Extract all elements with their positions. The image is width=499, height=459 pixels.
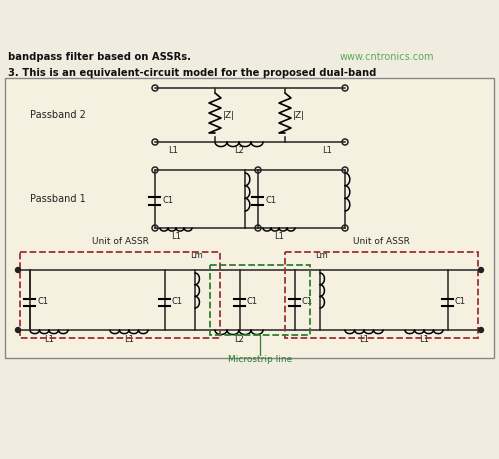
Text: L1: L1 (124, 335, 134, 344)
Text: C1: C1 (266, 196, 277, 205)
Text: C1: C1 (172, 297, 183, 306)
Text: |Z|: |Z| (223, 111, 235, 119)
Text: Passband 1: Passband 1 (30, 194, 86, 204)
Text: L1: L1 (359, 335, 369, 344)
Text: Unit of ASSR: Unit of ASSR (353, 237, 410, 246)
Bar (285, 252, 478, 338)
Text: L1: L1 (168, 146, 178, 155)
Circle shape (479, 268, 484, 273)
Text: C1: C1 (38, 297, 49, 306)
Text: Lm: Lm (191, 251, 204, 260)
Text: L1: L1 (171, 232, 181, 241)
Text: C1: C1 (247, 297, 258, 306)
Text: www.cntronics.com: www.cntronics.com (340, 52, 435, 62)
Text: L1: L1 (322, 146, 332, 155)
Text: C1: C1 (163, 196, 174, 205)
Bar (20, 252, 220, 338)
FancyBboxPatch shape (5, 78, 494, 358)
Text: L2: L2 (234, 146, 244, 155)
Bar (210, 265, 310, 335)
Text: L1: L1 (419, 335, 429, 344)
Circle shape (479, 328, 484, 332)
Text: |Z|: |Z| (293, 111, 305, 119)
Text: C1: C1 (302, 297, 313, 306)
Text: L1: L1 (274, 232, 284, 241)
Circle shape (15, 268, 20, 273)
Text: Unit of ASSR: Unit of ASSR (91, 237, 148, 246)
Text: L1: L1 (44, 335, 54, 344)
Text: L2: L2 (234, 335, 244, 344)
Text: Lm: Lm (316, 251, 328, 260)
Text: bandpass filter based on ASSRs.: bandpass filter based on ASSRs. (8, 52, 191, 62)
Text: C1: C1 (455, 297, 466, 306)
Text: Microstrip line: Microstrip line (228, 355, 292, 364)
Text: 3. This is an equivalent-circuit model for the proposed dual-band: 3. This is an equivalent-circuit model f… (8, 68, 376, 78)
Text: Passband 2: Passband 2 (30, 110, 86, 120)
Circle shape (15, 328, 20, 332)
